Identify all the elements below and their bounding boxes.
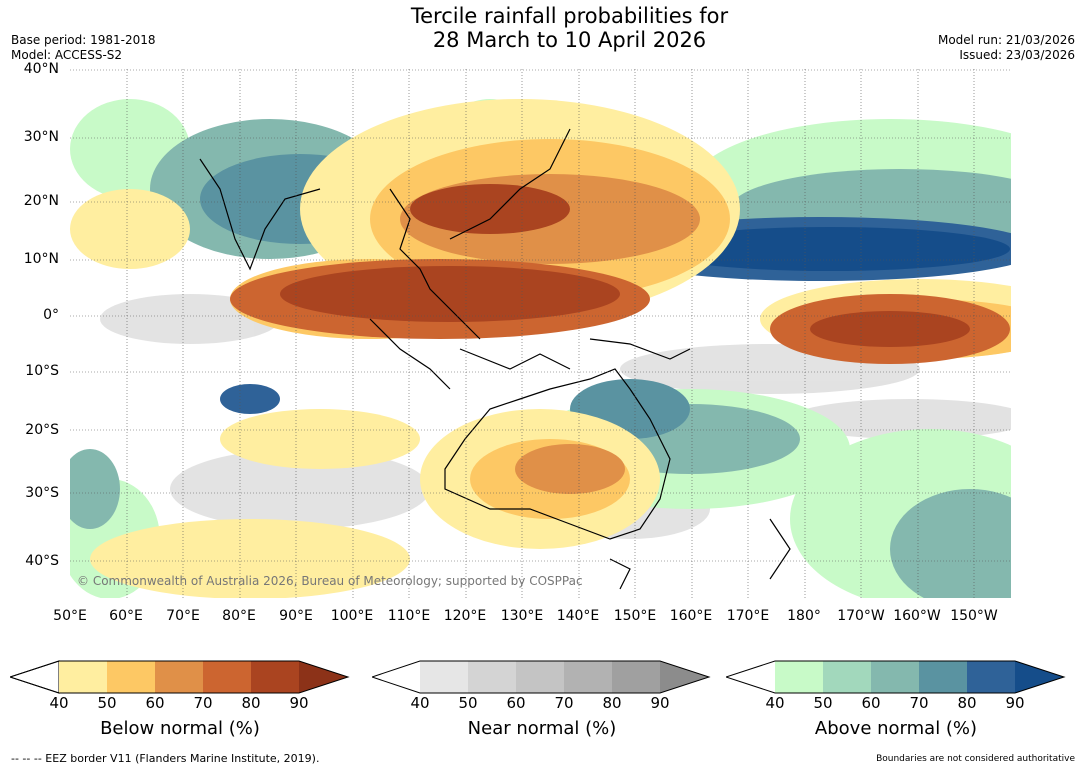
colorbar-above-seg-2 — [871, 661, 919, 693]
above-tick-80: 80 — [957, 694, 977, 712]
lat-label-30s: 30°S — [25, 485, 59, 501]
near-tick-80: 80 — [602, 694, 622, 712]
colorbar-above-title: Above normal (%) — [814, 718, 978, 739]
title-line-2: 28 March to 10 April 2026 — [432, 28, 707, 52]
colorbar-near-seg-0 — [420, 661, 468, 693]
above-tick-40: 40 — [765, 694, 785, 712]
lon-label-150w: 150°W — [950, 608, 998, 624]
colorbar-near-min-extend — [372, 661, 420, 693]
lon-label-180: 180° — [787, 608, 821, 624]
lon-label-80e: 80°E — [222, 608, 256, 624]
colorbar-near-seg-4 — [612, 661, 660, 693]
lat-label-10n: 10°N — [23, 251, 59, 267]
lon-label-100e: 100°E — [330, 608, 374, 624]
eez-border-note: -- -- -- EEZ border V11 (Flanders Marine… — [11, 752, 320, 765]
near-tick-70: 70 — [554, 694, 574, 712]
colorbar-near-max-extend — [660, 661, 709, 693]
colorbar-near-title: Near normal (%) — [467, 718, 617, 739]
below-tick-60: 60 — [145, 694, 165, 712]
model-name: Model: ACCESS-S2 — [11, 48, 123, 62]
lon-label-160w: 160°W — [893, 608, 941, 624]
lon-label-150e: 150°E — [613, 608, 657, 624]
lat-label-30n: 30°N — [23, 129, 59, 145]
colorbar-below-min-extend — [10, 660, 60, 694]
colorbar-below-seg-1 — [107, 661, 155, 693]
near-tick-60: 60 — [506, 694, 526, 712]
lon-label-130e: 130°E — [500, 608, 544, 624]
colorbar-above-seg-1 — [823, 661, 871, 693]
colorbar-below-seg-2 — [155, 661, 203, 693]
below-tick-80: 80 — [241, 694, 261, 712]
below-tick-90: 90 — [289, 694, 309, 712]
colorbar-below-title: Below normal (%) — [100, 718, 260, 739]
colorbar-near — [372, 660, 711, 694]
colorbar-near-seg-2 — [516, 661, 564, 693]
lat-label-10s: 10°S — [25, 363, 59, 379]
below-tick-40: 40 — [49, 694, 69, 712]
above-tick-90: 90 — [1005, 694, 1025, 712]
colorbar-above-seg-4 — [967, 661, 1015, 693]
coastlines — [199, 128, 791, 590]
colorbar-near-seg-1 — [468, 661, 516, 693]
lon-label-120e: 120°E — [443, 608, 487, 624]
title-line-1: Tercile rainfall probabilities for — [410, 4, 729, 28]
lat-label-20n: 20°N — [23, 193, 59, 209]
boundaries-disclaimer: Boundaries are not considered authoritat… — [876, 754, 1075, 764]
colorbar-above-min-extend — [726, 661, 775, 693]
colorbar-below-seg-4 — [251, 661, 299, 693]
lat-label-40s: 40°S — [25, 553, 59, 569]
lon-label-50e: 50°E — [53, 608, 87, 624]
colorbar-below-outline — [10, 660, 350, 694]
lon-label-90e: 90°E — [279, 608, 313, 624]
colorbar-above-max-extend — [1015, 661, 1064, 693]
model-run: Model run: 21/03/2026 — [937, 33, 1075, 47]
issued-date: Issued: 23/03/2026 — [959, 48, 1075, 62]
colorbar-below — [10, 660, 350, 694]
colorbar-below-seg-3 — [203, 661, 251, 693]
probability-map: © Commonwealth of Australia 2026, Bureau… — [70, 69, 1011, 598]
lon-label-110e: 110°E — [387, 608, 431, 624]
colorbar-above-seg-0 — [775, 661, 823, 693]
colorbar-above — [726, 660, 1066, 694]
lon-label-60e: 60°E — [109, 608, 143, 624]
above-tick-50: 50 — [813, 694, 833, 712]
lat-label-40n: 40°N — [23, 61, 59, 77]
colorbar-near-outline — [372, 660, 711, 694]
lon-label-170e: 170°E — [726, 608, 770, 624]
lon-label-70e: 70°E — [166, 608, 200, 624]
below-tick-50: 50 — [97, 694, 117, 712]
above-tick-70: 70 — [909, 694, 929, 712]
graticule — [70, 69, 1011, 598]
lat-label-0: 0° — [43, 307, 59, 323]
base-period: Base period: 1981-2018 — [11, 33, 156, 47]
below-tick-70: 70 — [193, 694, 213, 712]
above-tick-60: 60 — [861, 694, 881, 712]
near-tick-40: 40 — [410, 694, 430, 712]
near-tick-50: 50 — [458, 694, 478, 712]
colorbar-above-seg-3 — [919, 661, 967, 693]
lat-label-20s: 20°S — [25, 422, 59, 438]
colorbar-below-max-extend — [299, 661, 348, 693]
chart-title: Tercile rainfall probabilities for 28 Ma… — [0, 4, 1085, 52]
lon-label-170w: 170°W — [837, 608, 885, 624]
colorbar-below-seg-0 — [59, 661, 107, 693]
near-tick-90: 90 — [650, 694, 670, 712]
colorbar-above-outline — [726, 660, 1066, 694]
lon-label-140e: 140°E — [556, 608, 600, 624]
lon-label-160e: 160°E — [669, 608, 713, 624]
colorbar-near-seg-3 — [564, 661, 612, 693]
copyright-notice: © Commonwealth of Australia 2026, Bureau… — [77, 574, 583, 588]
